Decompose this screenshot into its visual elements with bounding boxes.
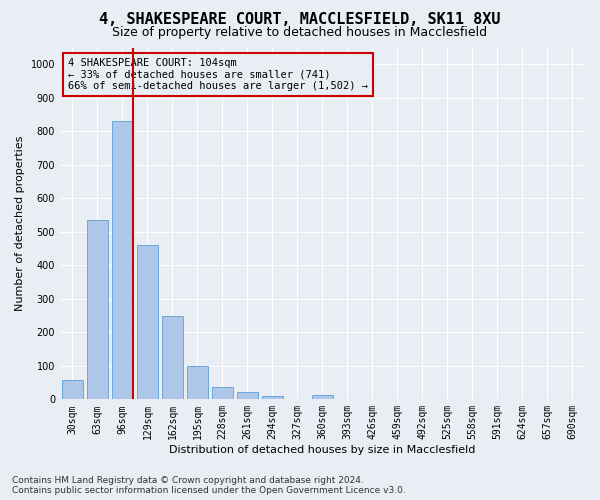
Bar [212, 387, 233, 400]
Bar [262, 396, 283, 400]
Text: 4, SHAKESPEARE COURT, MACCLESFIELD, SK11 8XU: 4, SHAKESPEARE COURT, MACCLESFIELD, SK11… [99, 12, 501, 28]
Text: Size of property relative to detached houses in Macclesfield: Size of property relative to detached ho… [112, 26, 488, 39]
Text: Contains HM Land Registry data © Crown copyright and database right 2024.
Contai: Contains HM Land Registry data © Crown c… [12, 476, 406, 495]
Bar [112, 121, 133, 400]
X-axis label: Distribution of detached houses by size in Macclesfield: Distribution of detached houses by size … [169, 445, 476, 455]
Bar [137, 245, 158, 400]
Bar [87, 220, 108, 400]
Bar [237, 392, 258, 400]
Bar [162, 316, 183, 400]
Bar [62, 380, 83, 400]
Bar [312, 396, 333, 400]
Y-axis label: Number of detached properties: Number of detached properties [15, 136, 25, 311]
Bar [187, 366, 208, 400]
Text: 4 SHAKESPEARE COURT: 104sqm
← 33% of detached houses are smaller (741)
66% of se: 4 SHAKESPEARE COURT: 104sqm ← 33% of det… [68, 58, 368, 92]
